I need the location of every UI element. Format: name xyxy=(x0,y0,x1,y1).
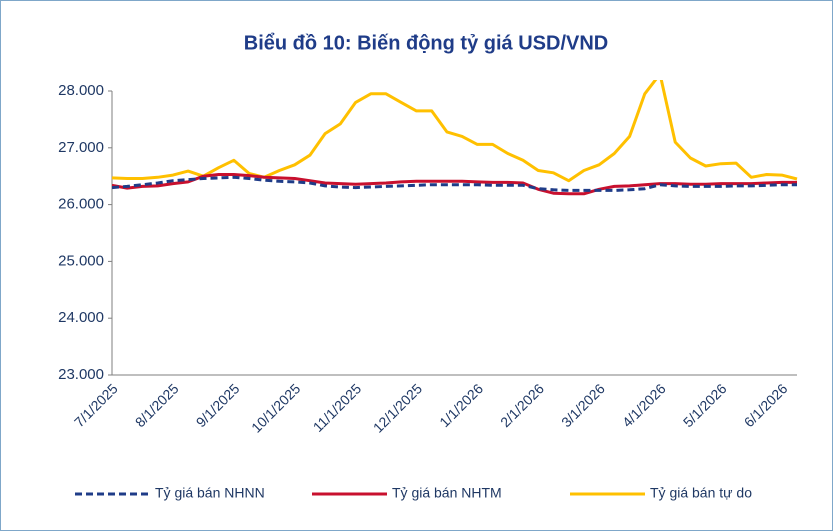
y-tick-label: 24.000 xyxy=(58,309,104,326)
legend-label: Tỷ giá bán NHNN xyxy=(155,485,265,501)
legend-label: Tỷ giá bán tự do xyxy=(650,485,752,501)
series-group xyxy=(112,173,797,196)
chart-title: Biểu đồ 10: Biến động tỷ giá USD/VND xyxy=(244,32,608,54)
series-line xyxy=(112,173,797,196)
series-line xyxy=(112,175,797,192)
y-tick-label: 25.000 xyxy=(58,252,104,269)
legend-label: Tỷ giá bán NHTM xyxy=(392,485,502,501)
y-tick-label: 27.000 xyxy=(58,139,104,156)
y-tick-label: 23.000 xyxy=(58,366,104,383)
y-tick-label: 28.000 xyxy=(58,82,104,99)
series-group xyxy=(112,175,797,192)
series-group xyxy=(112,80,798,183)
y-tick-label: 26.000 xyxy=(58,196,104,213)
series-line xyxy=(112,80,798,183)
